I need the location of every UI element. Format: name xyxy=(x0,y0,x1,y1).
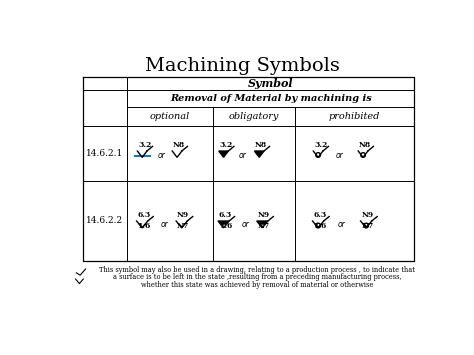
Text: or: or xyxy=(158,151,165,160)
Text: N9: N9 xyxy=(361,212,374,219)
Text: Machining Symbols: Machining Symbols xyxy=(146,57,340,75)
Polygon shape xyxy=(257,221,268,228)
Polygon shape xyxy=(218,221,229,228)
Polygon shape xyxy=(255,151,264,157)
Text: 1.6: 1.6 xyxy=(137,222,151,230)
Text: optional: optional xyxy=(150,112,190,121)
Text: a surface is to be left in the state ,resulting from a preceding manufacturing p: a surface is to be left in the state ,re… xyxy=(112,273,401,282)
Text: whether this state was achieved by removal of material or otherwise: whether this state was achieved by remov… xyxy=(141,281,373,289)
Text: Removal of Material by machining is: Removal of Material by machining is xyxy=(170,94,372,103)
Text: N8: N8 xyxy=(359,142,371,149)
Text: 3.2: 3.2 xyxy=(314,142,328,149)
Text: 6.3: 6.3 xyxy=(137,212,151,219)
Text: 14.6.2.2: 14.6.2.2 xyxy=(86,216,124,225)
Polygon shape xyxy=(219,151,228,157)
Text: Symbol: Symbol xyxy=(248,78,293,89)
Text: or: or xyxy=(161,220,169,229)
Text: 1.6: 1.6 xyxy=(219,222,232,230)
Text: 1.6: 1.6 xyxy=(313,222,327,230)
Text: obligatory: obligatory xyxy=(228,112,279,121)
Text: or: or xyxy=(241,220,249,229)
Text: N7: N7 xyxy=(257,222,270,230)
Text: N7: N7 xyxy=(361,222,374,230)
Text: or: or xyxy=(336,151,344,160)
Text: 3.2: 3.2 xyxy=(219,142,233,149)
Polygon shape xyxy=(259,224,265,228)
Text: N7: N7 xyxy=(177,222,189,230)
Text: or: or xyxy=(239,151,247,160)
Text: or: or xyxy=(337,220,345,229)
Text: prohibited: prohibited xyxy=(329,112,380,121)
Text: N8: N8 xyxy=(255,142,267,149)
Polygon shape xyxy=(220,224,227,228)
Text: 6.3: 6.3 xyxy=(313,212,327,219)
Text: This symbol may also be used in a drawing, relating to a production process , to: This symbol may also be used in a drawin… xyxy=(99,266,415,274)
Text: N9: N9 xyxy=(257,212,270,219)
Text: N9: N9 xyxy=(177,212,189,219)
Text: 3.2: 3.2 xyxy=(138,142,151,149)
Text: 6.3: 6.3 xyxy=(219,212,232,219)
Text: 14.6.2.1: 14.6.2.1 xyxy=(86,149,124,158)
Text: N8: N8 xyxy=(173,142,185,149)
